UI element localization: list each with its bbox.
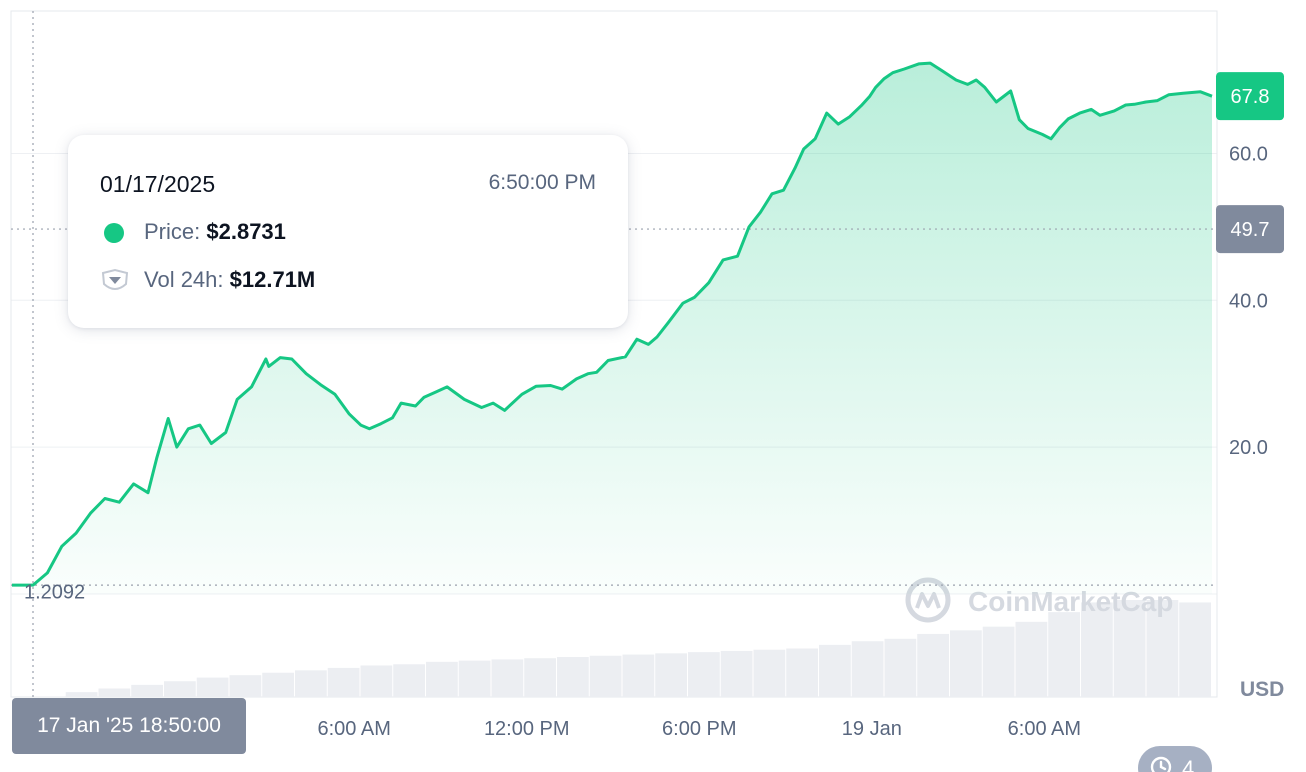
volume-bar <box>557 656 589 697</box>
crosshair-time-label: 17 Jan '25 18:50:00 <box>12 698 246 754</box>
volume-bar <box>426 661 458 697</box>
x-tick-label: 12:00 PM <box>484 718 570 740</box>
x-tick-label: 6:00 AM <box>1008 718 1081 740</box>
tooltip-volume-label: Vol 24h: <box>144 267 224 292</box>
tooltip-volume-value: $12.71M <box>229 267 316 292</box>
volume-bar <box>851 641 884 697</box>
volume-bar <box>819 644 851 697</box>
volume-bar <box>753 649 786 697</box>
volume-bars <box>33 600 1211 697</box>
price-badge-label: 67.8 <box>1231 86 1270 108</box>
volume-bar <box>1081 602 1113 697</box>
currency-label: USD <box>1240 678 1285 701</box>
price-dot-icon <box>104 223 124 243</box>
volume-bar <box>98 688 131 697</box>
price-badge <box>1216 205 1284 254</box>
tooltip-date: 01/17/2025 <box>100 171 216 197</box>
volume-bar <box>1113 600 1146 697</box>
volume-bar <box>917 633 949 697</box>
history-count: 4 <box>1182 756 1195 772</box>
y-tick-label: 60.0 <box>1229 143 1268 165</box>
volume-bar <box>1179 602 1211 697</box>
volume-bar <box>164 681 196 697</box>
volume-bar <box>458 660 491 697</box>
volume-bar <box>262 672 294 697</box>
volume-bar <box>688 652 720 697</box>
history-button[interactable]: 4 <box>1138 746 1212 772</box>
x-tick-label: 6:00 PM <box>662 718 736 740</box>
price-tooltip: 01/17/2025 6:50:00 PM Price: $2.8731 Vol… <box>68 135 628 328</box>
start-price-label: 1.2092 <box>24 582 85 604</box>
y-axis-badges: 67.8 49.7 1.2092 <box>24 72 1284 604</box>
volume-bar <box>229 675 262 697</box>
y-tick-label: 40.0 <box>1229 290 1268 312</box>
x-axis-ticks: 6:00 AM 12:00 PM 6:00 PM 19 Jan 6:00 AM <box>318 718 1082 740</box>
y-axis-ticks: 20.0 40.0 60.0 <box>1229 143 1268 459</box>
volume-bar <box>393 664 425 697</box>
volume-bar <box>131 684 163 697</box>
volume-bar <box>360 665 393 697</box>
x-tick-label: 19 Jan <box>842 718 902 740</box>
x-tick-label: 6:00 AM <box>318 718 391 740</box>
volume-bar <box>196 677 229 697</box>
volume-bar <box>1146 600 1179 697</box>
price-badge <box>1216 72 1284 121</box>
volume-bar <box>720 650 753 697</box>
tooltip-price-value: $2.8731 <box>206 219 286 244</box>
tooltip-price-label: Price: <box>144 219 201 244</box>
volume-bar <box>65 692 98 697</box>
volume-bar <box>950 630 982 697</box>
tooltip-time: 6:50:00 PM <box>488 171 596 194</box>
volume-bar <box>589 655 622 697</box>
clock-history-icon <box>1150 756 1172 772</box>
price-badge-label: 49.7 <box>1231 219 1270 241</box>
volume-bar <box>524 658 556 697</box>
volume-bar <box>622 654 655 697</box>
volume-bar <box>786 648 818 697</box>
volume-bar <box>295 670 327 697</box>
volume-bar <box>33 696 65 697</box>
y-tick-label: 20.0 <box>1229 437 1268 459</box>
volume-bar <box>327 667 360 697</box>
volume-shield-icon <box>101 268 129 290</box>
volume-bar <box>1048 612 1080 697</box>
volume-bar <box>982 626 1015 697</box>
volume-bar <box>884 638 917 697</box>
volume-bar <box>491 659 524 697</box>
price-area <box>33 63 1212 595</box>
volume-bar <box>1015 621 1048 697</box>
volume-bar <box>655 653 687 697</box>
price-line <box>12 61 1213 587</box>
